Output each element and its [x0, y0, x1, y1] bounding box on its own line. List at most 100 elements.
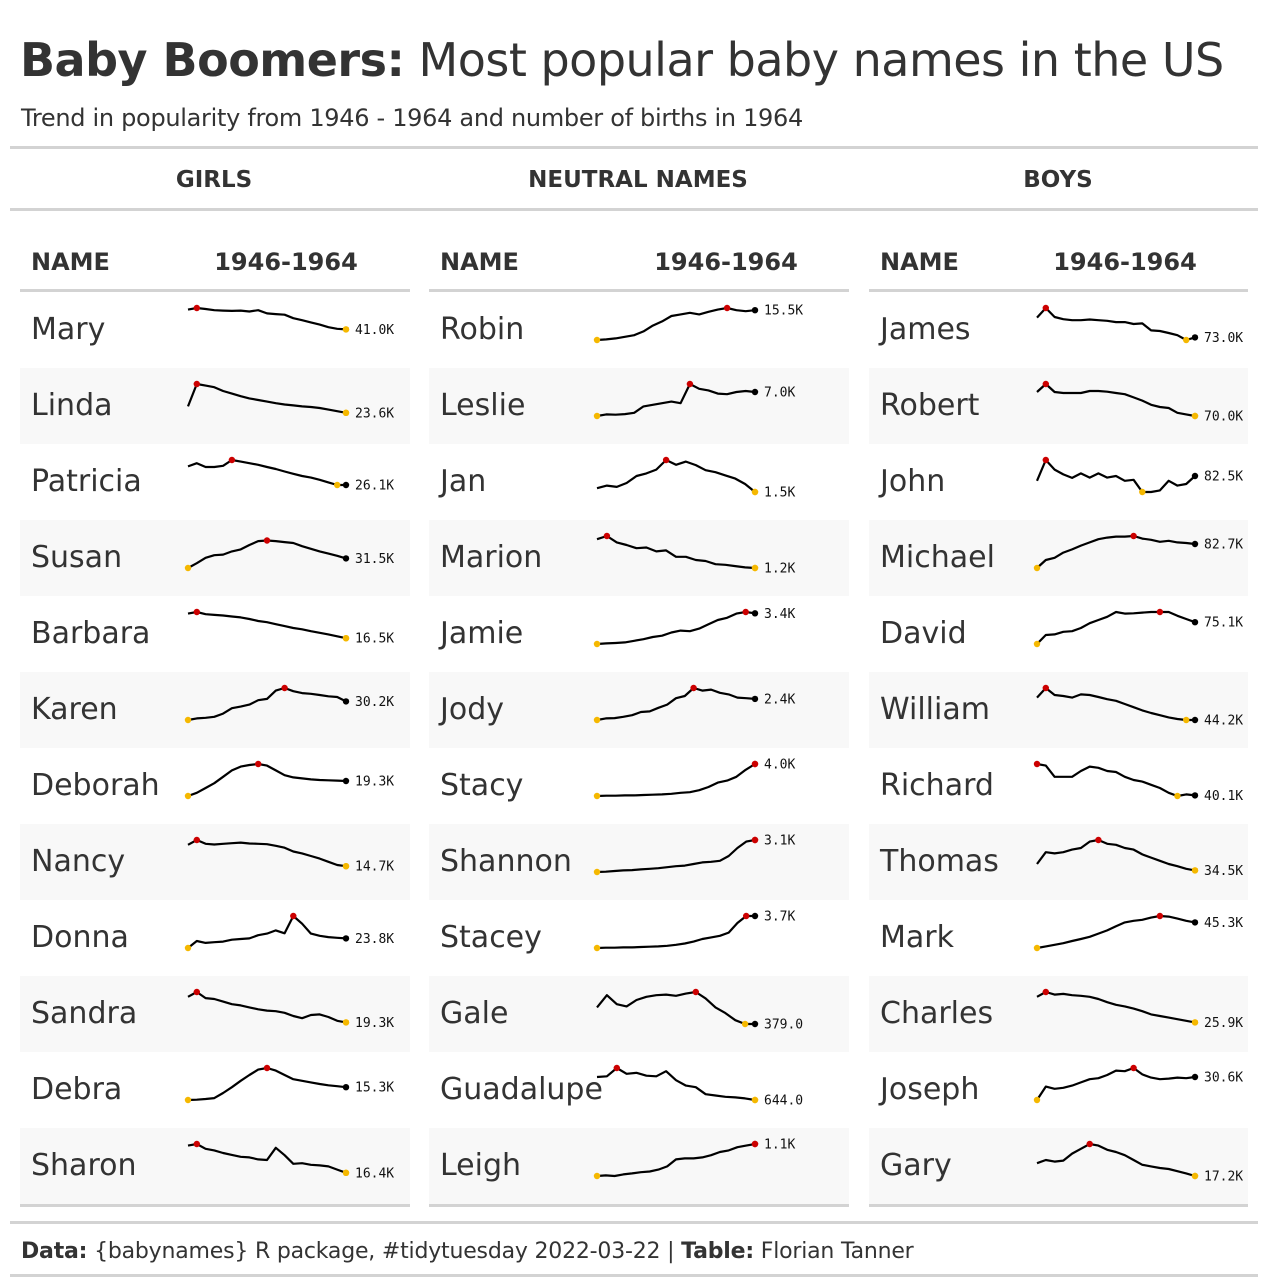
- trend-line: [1036, 914, 1196, 950]
- trend-line: [1036, 610, 1196, 645]
- trend-line: [596, 1142, 756, 1178]
- bottom-rule: [429, 1204, 849, 1207]
- table-row: Marion 1.2K: [429, 520, 849, 596]
- end-point: [751, 564, 759, 572]
- trend-line: [187, 539, 347, 569]
- trend-line: [187, 990, 347, 1024]
- trend-line: [596, 610, 756, 646]
- trend-line: [1036, 762, 1196, 798]
- row-name: Nancy: [31, 844, 126, 879]
- table-row: Patricia 26.1K: [20, 444, 410, 520]
- title-rest: Most popular baby names in the US: [418, 33, 1225, 87]
- max-point: [603, 532, 611, 540]
- table-row: William 44.2K: [869, 672, 1248, 748]
- trend-line: [1036, 1066, 1196, 1101]
- end-point: [342, 481, 350, 489]
- end-point: [1191, 1073, 1199, 1081]
- end-point: [1191, 1019, 1199, 1026]
- min-point: [1033, 640, 1041, 648]
- sparkline: 3.4K: [593, 607, 795, 648]
- sparkline: 1.1K: [593, 1138, 795, 1180]
- end-point: [1191, 716, 1199, 724]
- table-row: Gary 17.2K: [869, 1128, 1248, 1204]
- sparkline: 19.3K: [187, 988, 394, 1031]
- sparkline: 2.4K: [593, 684, 795, 724]
- row-name: Stacy: [440, 768, 524, 803]
- trend-line: [596, 990, 755, 1026]
- sparkline: 26.1K: [187, 456, 394, 494]
- sparkline: 3.7K: [593, 910, 795, 952]
- footer-data-label: Data:: [21, 1239, 88, 1264]
- table-row: Sharon 16.4K: [20, 1128, 410, 1204]
- min-point: [1033, 1096, 1041, 1104]
- table-row: Stacey 3.7K: [429, 900, 849, 976]
- footer-data-text: {babynames} R package, #tidytuesday 2022…: [94, 1239, 675, 1264]
- end-point: [751, 1096, 759, 1104]
- value-label: 23.8K: [355, 932, 394, 947]
- row-name: James: [880, 312, 971, 347]
- value-label: 3.1K: [764, 834, 795, 849]
- row-name: John: [880, 464, 946, 499]
- col-header-name: NAME: [880, 248, 959, 276]
- row-name: Susan: [31, 540, 123, 575]
- row-name: Donna: [31, 920, 129, 955]
- trend-line: [187, 762, 347, 798]
- bottom-rule: [20, 1204, 410, 1207]
- table-row: Robert 70.0K: [869, 368, 1248, 444]
- row-name: Debra: [31, 1072, 123, 1107]
- row-name: Mary: [31, 312, 106, 347]
- max-point: [613, 1064, 620, 1072]
- trend-line: [1036, 306, 1196, 342]
- value-label: 1.1K: [764, 1138, 795, 1153]
- value-label: 40.1K: [1204, 789, 1243, 804]
- trend-line: [187, 1142, 347, 1174]
- trend-line: [1036, 1142, 1196, 1178]
- max-point: [193, 380, 200, 388]
- table-row: Robin 15.5K: [429, 292, 849, 368]
- table-row: Susan 31.5K: [20, 520, 410, 596]
- end-point: [1191, 540, 1199, 548]
- table-row: Deborah 19.3K: [20, 748, 410, 824]
- trend-line: [596, 686, 756, 722]
- sparkline: 19.3K: [184, 760, 394, 800]
- table-row: Guadalupe 644.0: [429, 1052, 849, 1128]
- footer: Data: {babynames} R package, #tidytuesda…: [21, 1236, 914, 1268]
- trend-line: [596, 914, 755, 950]
- max-point: [281, 684, 288, 692]
- max-point: [1095, 836, 1102, 844]
- max-point: [1042, 380, 1049, 388]
- max-point: [228, 456, 236, 464]
- top-rule: [10, 146, 1258, 149]
- trend-line: [187, 610, 347, 640]
- max-point: [193, 304, 200, 312]
- value-label: 1.5K: [764, 486, 795, 501]
- end-point: [342, 1084, 350, 1091]
- row-name: Gary: [880, 1148, 952, 1183]
- trend-line: [596, 763, 756, 798]
- end-point: [1191, 619, 1199, 626]
- row-name: Shannon: [440, 844, 572, 879]
- trend-line: [596, 838, 756, 874]
- end-point: [342, 1019, 350, 1026]
- value-label: 26.1K: [355, 479, 394, 494]
- trend-line: [1036, 990, 1196, 1024]
- col-header-name: NAME: [31, 248, 110, 276]
- sparkline: 82.7K: [1033, 532, 1243, 572]
- sparkline: 70.0K: [1036, 380, 1243, 425]
- max-point: [1086, 1140, 1093, 1148]
- sparkline: 4.0K: [593, 758, 795, 800]
- table-row: Shannon 3.1K: [429, 824, 849, 900]
- sparkline: 15.5K: [593, 304, 803, 344]
- max-point: [255, 760, 262, 768]
- footer-top-rule: [10, 1221, 1258, 1224]
- max-point: [1156, 912, 1164, 920]
- trend-line: [187, 1066, 347, 1102]
- end-point: [342, 777, 350, 785]
- sparkline: 16.4K: [187, 1140, 394, 1181]
- trend-line: [1036, 534, 1196, 569]
- sparkline: 17.2K: [1036, 1140, 1243, 1185]
- row-name: William: [880, 692, 990, 727]
- max-point: [1156, 608, 1164, 616]
- trend-line: [596, 306, 756, 342]
- sparkline: 3.1K: [593, 834, 795, 876]
